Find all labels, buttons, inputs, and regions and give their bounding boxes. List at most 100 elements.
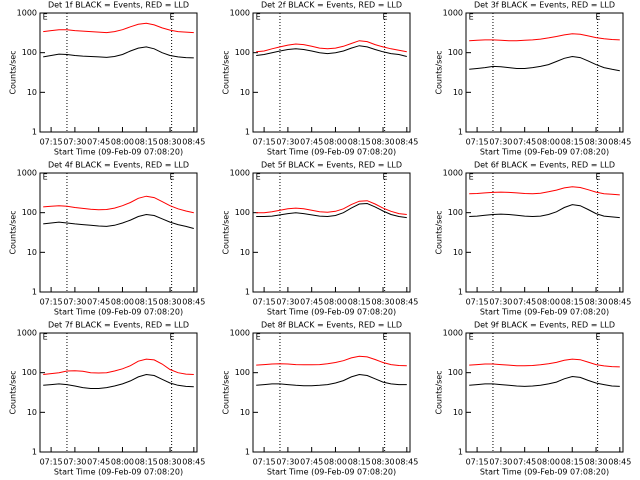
- panel: Det 4f BLACK = Events, RED = LLD Start Ti…: [9, 161, 206, 317]
- annotation: E: [169, 13, 174, 22]
- x-tick-label: 08:30: [372, 458, 395, 467]
- y-axis-label: Counts/sec: [435, 210, 444, 254]
- x-tick-label: 08:30: [159, 298, 182, 307]
- annotation: E: [469, 173, 474, 182]
- annotation: E: [256, 13, 261, 22]
- y-axis-label: Counts/sec: [435, 50, 444, 94]
- y-tick-label: 1: [32, 288, 37, 297]
- plot-frame: [465, 332, 624, 453]
- x-tick-label: 07:15: [253, 138, 276, 147]
- series-line: [43, 22, 194, 34]
- y-axis-label: Counts/sec: [222, 370, 231, 414]
- x-tick-label: 07:30: [63, 298, 86, 307]
- x-tick-label: 08:15: [348, 458, 371, 467]
- plot-frame: [252, 332, 411, 453]
- annotation: E: [169, 173, 174, 182]
- y-tick-label: 1: [458, 128, 463, 137]
- y-axis-label: Counts/sec: [222, 210, 231, 254]
- y-tick-label: 1: [245, 448, 250, 457]
- x-tick-label: 08:00: [111, 298, 134, 307]
- x-tick-label: 07:15: [40, 458, 63, 467]
- x-axis-label: Start Time (09-Feb-09 07:08:20): [267, 308, 396, 317]
- x-tick-label: 07:45: [300, 298, 323, 307]
- y-tick-label: 1: [32, 128, 37, 137]
- x-tick-label: 08:30: [159, 458, 182, 467]
- y-tick-label: 1000: [17, 9, 37, 18]
- x-tick-label: 07:45: [300, 458, 323, 467]
- chart-title: Det 7f BLACK = Events, RED = LLD: [48, 321, 189, 330]
- x-axis-label: Start Time (09-Feb-09 07:08:20): [480, 468, 609, 477]
- y-tick-label: 100: [22, 208, 37, 217]
- series-line: [43, 373, 194, 389]
- y-tick-label: 1: [458, 448, 463, 457]
- y-tick-label: 1: [245, 288, 250, 297]
- x-tick-label: 07:45: [87, 138, 110, 147]
- y-tick-label: 10: [453, 88, 463, 97]
- y-axis-label: Counts/sec: [9, 370, 18, 414]
- series-line: [256, 355, 407, 367]
- y-tick-label: 1000: [443, 169, 463, 178]
- x-tick-label: 07:30: [489, 458, 512, 467]
- annotation: E: [382, 173, 387, 182]
- series-line: [256, 202, 407, 219]
- plot-frame: [39, 332, 198, 453]
- y-tick-label: 1000: [17, 329, 37, 338]
- annotation: E: [469, 13, 474, 22]
- y-tick-label: 10: [27, 408, 37, 417]
- x-tick-label: 08:30: [585, 298, 608, 307]
- series-line: [469, 375, 620, 387]
- x-tick-label: 08:45: [395, 138, 418, 147]
- y-tick-label: 10: [453, 248, 463, 257]
- x-tick-label: 08:15: [135, 298, 158, 307]
- x-tick-label: 08:15: [561, 298, 584, 307]
- plot-frame: [39, 172, 198, 293]
- chart-title: Det 2f BLACK = Events, RED = LLD: [261, 1, 402, 10]
- annotation: E: [595, 173, 600, 182]
- x-tick-label: 08:15: [561, 138, 584, 147]
- chart-title: Det 1f BLACK = Events, RED = LLD: [48, 1, 189, 10]
- series-line: [256, 200, 407, 215]
- x-axis-label: Start Time (09-Feb-09 07:08:20): [480, 308, 609, 317]
- x-tick-label: 08:30: [585, 138, 608, 147]
- y-axis-label: Counts/sec: [9, 50, 18, 94]
- y-tick-label: 100: [448, 48, 463, 57]
- y-tick-label: 10: [240, 88, 250, 97]
- y-axis-label: Counts/sec: [222, 50, 231, 94]
- x-tick-label: 07:15: [253, 458, 276, 467]
- x-tick-label: 08:45: [182, 138, 205, 147]
- series-line: [469, 33, 620, 42]
- x-tick-label: 07:45: [513, 458, 536, 467]
- chart-title: Det 8f BLACK = Events, RED = LLD: [261, 321, 402, 330]
- series-line: [469, 186, 620, 196]
- panel: Det 7f BLACK = Events, RED = LLD Start Ti…: [9, 321, 206, 477]
- series-line: [43, 213, 194, 229]
- panel: Det 8f BLACK = Events, RED = LLD Start Ti…: [222, 321, 419, 477]
- x-tick-label: 08:45: [608, 138, 631, 147]
- series-line: [43, 46, 194, 59]
- x-tick-label: 07:30: [63, 138, 86, 147]
- y-tick-label: 10: [27, 88, 37, 97]
- y-tick-label: 1000: [230, 9, 250, 18]
- annotation: E: [169, 333, 174, 342]
- panel: Det 1f BLACK = Events, RED = LLD Start Ti…: [9, 1, 206, 157]
- panel: Det 9f BLACK = Events, RED = LLD Start Ti…: [435, 321, 632, 477]
- y-tick-label: 10: [453, 408, 463, 417]
- y-tick-label: 10: [240, 408, 250, 417]
- annotation: E: [382, 333, 387, 342]
- y-tick-label: 1000: [230, 169, 250, 178]
- x-tick-label: 07:45: [513, 138, 536, 147]
- series-line: [469, 358, 620, 368]
- x-axis-label: Start Time (09-Feb-09 07:08:20): [54, 468, 183, 477]
- y-tick-label: 1000: [17, 169, 37, 178]
- x-tick-label: 08:00: [324, 138, 347, 147]
- y-tick-label: 10: [240, 248, 250, 257]
- series-line: [469, 204, 620, 219]
- panel: Det 2f BLACK = Events, RED = LLD Start Ti…: [222, 1, 419, 157]
- x-tick-label: 08:45: [182, 458, 205, 467]
- plot-frame: [252, 12, 411, 133]
- y-tick-label: 100: [235, 48, 250, 57]
- panel: Det 6f BLACK = Events, RED = LLD Start Ti…: [435, 161, 632, 317]
- chart-title: Det 3f BLACK = Events, RED = LLD: [474, 1, 615, 10]
- x-tick-label: 07:45: [513, 298, 536, 307]
- x-tick-label: 07:45: [87, 298, 110, 307]
